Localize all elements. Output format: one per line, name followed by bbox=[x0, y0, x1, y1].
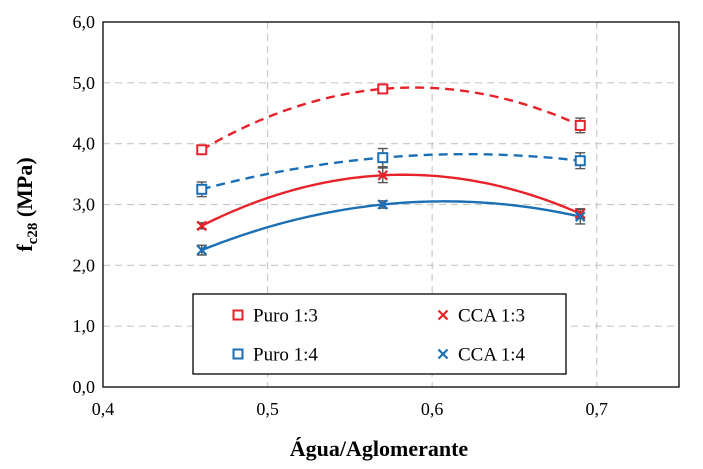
y-axis-title-subscript: c28 bbox=[25, 223, 41, 245]
data-point-series-0-point-2 bbox=[574, 119, 586, 131]
data-point-series-0-point-1 bbox=[377, 83, 389, 95]
data-point-series-2-point-2 bbox=[574, 155, 586, 167]
data-points bbox=[196, 83, 586, 256]
data-point-series-2-point-0 bbox=[196, 183, 208, 195]
x-tick-label: 0,7 bbox=[585, 399, 608, 419]
y-tick-label: 6,0 bbox=[73, 12, 96, 32]
data-point-series-1-point-2 bbox=[574, 208, 586, 219]
y-tick-label: 0,0 bbox=[73, 377, 96, 397]
trend-lines bbox=[201, 86, 581, 252]
x-tick-label: 0,5 bbox=[256, 399, 279, 419]
legend-marker-series-2 bbox=[232, 348, 244, 360]
trend-line-series-2 bbox=[201, 152, 581, 191]
data-point-series-1-point-1 bbox=[377, 170, 389, 181]
y-tick-label: 3,0 bbox=[73, 195, 96, 215]
y-axis-title-main: f bbox=[12, 244, 37, 252]
data-point-series-3-point-0 bbox=[196, 244, 208, 256]
data-point-series-0-point-0 bbox=[196, 144, 208, 156]
data-point-series-3-point-1 bbox=[377, 199, 389, 210]
legend-label-series-2: Puro 1:4 bbox=[253, 345, 318, 366]
legend-label-series-0: Puro 1:3 bbox=[253, 306, 318, 327]
legend-label-series-1: CCA 1:3 bbox=[458, 306, 525, 327]
y-axis-title: fc28 (MPa) bbox=[12, 157, 41, 251]
legend: Puro 1:3 CCA 1:3 Puro 1:4 CCA 1:4 bbox=[192, 293, 567, 375]
data-point-series-3-point-2 bbox=[574, 211, 586, 222]
x-axis-title: Água/Aglomerante bbox=[290, 436, 469, 461]
plot-frame bbox=[102, 21, 680, 388]
error-bars bbox=[196, 85, 586, 256]
data-point-series-2-point-1 bbox=[377, 152, 389, 164]
y-tick-label: 4,0 bbox=[73, 134, 96, 154]
legend-marker-series-0 bbox=[232, 309, 244, 321]
y-tick-label: 5,0 bbox=[73, 73, 96, 93]
tick-labels: 0,0 1,0 2,0 3,0 4,0 5,0 6,0 0,4 0,5 0,6 0,7 bbox=[73, 12, 608, 419]
legend-box bbox=[192, 293, 567, 375]
data-point-series-1-point-0 bbox=[196, 220, 208, 232]
trend-line-series-0 bbox=[201, 86, 581, 151]
x-tick-label: 0,4 bbox=[92, 399, 115, 419]
trend-line-series-1 bbox=[201, 173, 581, 227]
y-tick-label: 1,0 bbox=[73, 316, 96, 336]
trend-line-series-3 bbox=[201, 200, 581, 252]
x-tick-label: 0,6 bbox=[421, 399, 444, 419]
legend-marker-series-3 bbox=[437, 348, 449, 360]
legend-label-series-3: CCA 1:4 bbox=[458, 345, 526, 366]
y-tick-label: 2,0 bbox=[73, 255, 96, 275]
y-axis-title-unit: (MPa) bbox=[12, 157, 37, 222]
legend-marker-series-1 bbox=[437, 309, 449, 321]
